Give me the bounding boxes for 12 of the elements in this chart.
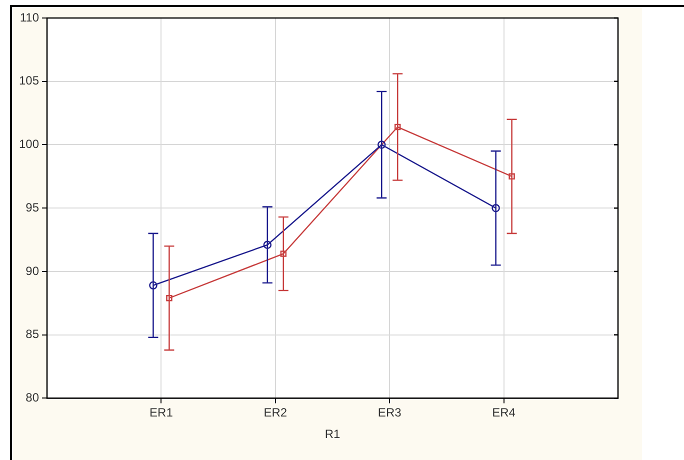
x-tick-label: ER1	[150, 406, 174, 420]
x-tick-label: ER3	[378, 406, 402, 420]
y-tick-label: 100	[18, 137, 40, 152]
y-tick-label: 85	[26, 327, 40, 342]
x-tick-label: ER4	[492, 406, 516, 420]
x-tick-label: ER2	[264, 406, 288, 420]
y-tick-label: 95	[26, 200, 40, 214]
y-tick-label: 80	[26, 390, 40, 405]
x-axis-title: R1	[324, 427, 341, 442]
y-tick-label: 90	[26, 264, 40, 278]
y-tick-label: 105	[18, 74, 40, 88]
y-tick-label: 110	[20, 10, 40, 24]
